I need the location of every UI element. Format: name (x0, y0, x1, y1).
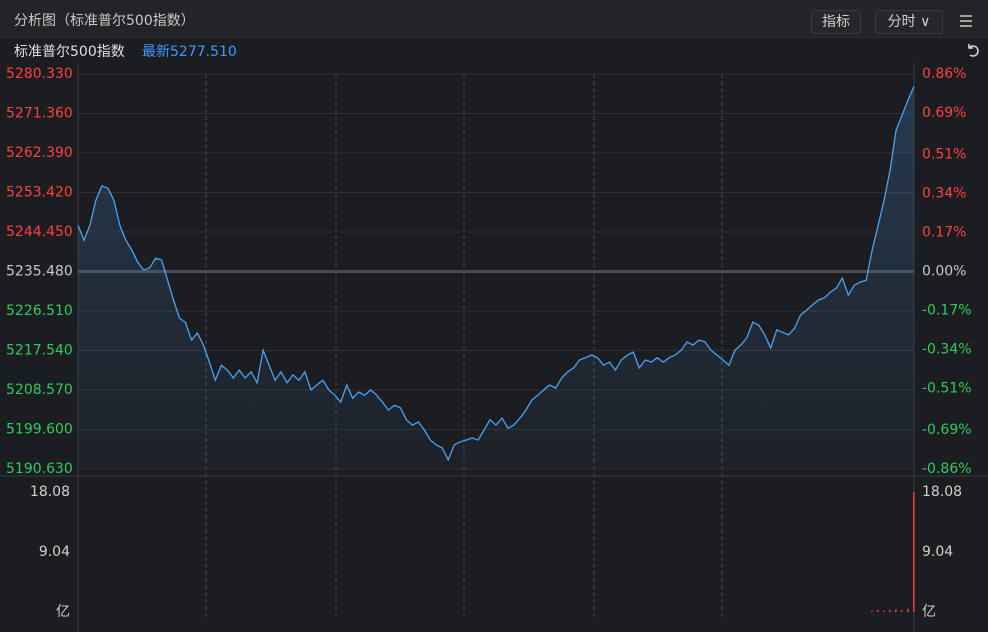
y-tick-label: 5271.360 (6, 106, 73, 122)
price-line (77, 86, 915, 462)
quote-row: 标准普尔500指数 最新5277.510 (0, 38, 988, 62)
time-grid (205, 74, 723, 620)
y-tick-label: 5199.600 (6, 422, 73, 438)
y2-tick-label: -0.69% (922, 422, 972, 438)
volume-bar (871, 610, 873, 612)
y-tick-label: 5190.630 (6, 461, 73, 477)
y-tick-label: 5217.540 (6, 343, 73, 359)
button-label: 指标 (822, 14, 850, 30)
y2-tick-label: 0.00% (922, 264, 966, 280)
y2-tick-label: -0.17% (922, 303, 972, 319)
volume-bar (901, 610, 903, 612)
y-tick-label: 5244.450 (6, 224, 73, 240)
window-title: 分析图（标准普尔500指数） (14, 13, 195, 29)
y2-tick-label: 0.69% (922, 105, 966, 121)
dropdown-icon: ∨ (920, 14, 931, 30)
volume-tick-label-right: 18.08 (922, 484, 962, 500)
y2-tick-label: 0.34% (922, 185, 966, 201)
y2-tick-label: -0.51% (922, 381, 972, 397)
y-tick-label: 5280.330 (6, 66, 73, 82)
period-button[interactable]: 分时 ∨ (875, 10, 943, 34)
price-area (78, 86, 914, 470)
volume-bar (907, 608, 909, 612)
reset-icon[interactable] (965, 42, 981, 58)
button-label: 分时 (887, 14, 916, 30)
y-tick-label: 5208.570 (6, 382, 73, 398)
y2-tick-label: 0.86% (922, 66, 966, 82)
y-tick-label: 5253.420 (6, 185, 73, 201)
y2-tick-label: 0.17% (922, 224, 966, 240)
latest-price: 最新5277.510 (142, 44, 237, 60)
y-tick-label: 5226.510 (6, 303, 73, 319)
menu-icon[interactable] (958, 14, 974, 28)
indicator-button[interactable]: 指标 (811, 10, 861, 34)
volume-bar (883, 610, 885, 612)
y2-tick-label: 0.51% (922, 146, 966, 162)
y-tick-label: 5235.480 (6, 264, 73, 280)
y-tick-label: 5262.390 (6, 145, 73, 161)
volume-bar (913, 492, 915, 612)
volume-bar (895, 609, 897, 612)
volume-unit-right: 亿 (922, 604, 936, 620)
toolbar: 分析图（标准普尔500指数） 指标 分时 ∨ (0, 0, 988, 38)
volume-tick-label: 18.08 (30, 484, 70, 500)
volume-unit: 亿 (56, 604, 70, 620)
y2-tick-label: -0.86% (922, 461, 972, 477)
volume-bar (889, 610, 891, 612)
y2-tick-label: -0.34% (922, 342, 972, 358)
index-name: 标准普尔500指数 (14, 44, 125, 60)
volume-bar (877, 610, 879, 612)
volume-tick-label-right: 9.04 (922, 544, 953, 560)
volume-tick-label: 9.04 (39, 544, 70, 560)
